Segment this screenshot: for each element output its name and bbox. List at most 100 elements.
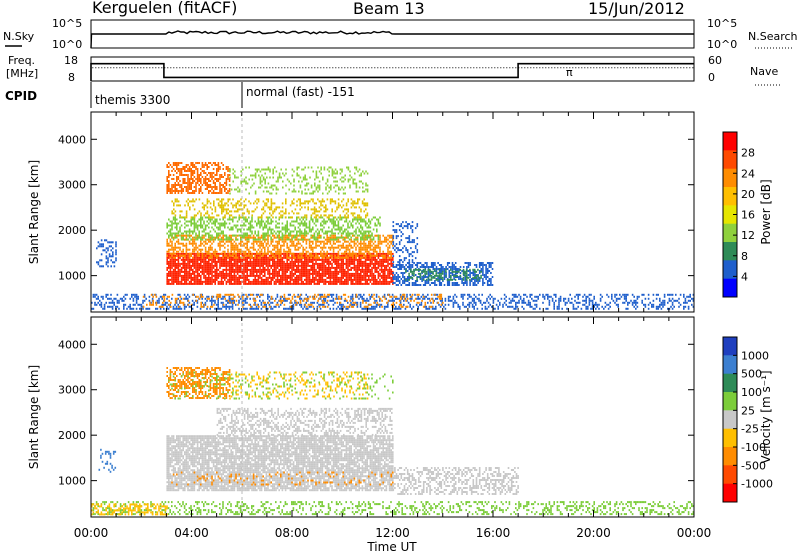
scatter-cell-2 xyxy=(304,232,306,235)
scatter-cell-5 xyxy=(234,188,236,191)
scatter-cell-0 xyxy=(324,282,327,285)
scatter-cell-5 xyxy=(330,186,332,189)
scatter-cell-0 xyxy=(184,278,186,281)
scatter-cell-1 xyxy=(251,256,253,259)
scatter-cell-3 xyxy=(337,204,340,207)
scatter-cell-5 xyxy=(248,166,250,169)
scatter-cell-0 xyxy=(312,268,314,271)
scatter-cell-2 xyxy=(270,230,272,233)
scatter-cell-4 xyxy=(201,170,204,172)
scatter-cell-4 xyxy=(174,188,176,190)
scatter-cell-1 xyxy=(275,252,277,255)
scatter-cell-5 xyxy=(355,186,358,189)
scatter-cell-2 xyxy=(278,222,280,225)
scatter-cell-4 xyxy=(172,190,175,192)
scatter-cell-2 xyxy=(371,238,373,241)
scatter-cell-4 xyxy=(217,164,220,166)
scatter-cell-2 xyxy=(286,220,288,223)
scatter-cell-0 xyxy=(275,262,277,265)
scatter-cell-0 xyxy=(214,270,216,273)
scatter-cell-0 xyxy=(188,276,191,279)
scatter-cell-0 xyxy=(172,280,175,283)
scatter-cell-2 xyxy=(166,222,168,225)
scatter-cell-0 xyxy=(249,274,252,277)
scatter-cell-2 xyxy=(219,218,221,221)
scatter-cell-0 xyxy=(382,264,384,267)
scatter-cell-0 xyxy=(259,276,261,279)
scatter-cell-0 xyxy=(208,258,210,261)
scatter-cell-1 xyxy=(321,240,324,243)
scatter-cell-4 xyxy=(208,166,210,168)
scatter-cell-3 xyxy=(275,206,277,209)
scatter-cell-1 xyxy=(288,248,290,251)
scatter-cell-4 xyxy=(219,176,221,178)
scatter-cell-0 xyxy=(340,274,343,277)
scatter-cell-6 xyxy=(464,276,467,278)
scatter-cell-3 xyxy=(221,212,223,215)
scatter-cell-0 xyxy=(294,280,296,283)
scatter-cell-2 xyxy=(316,238,319,241)
scatter-cell-5 xyxy=(262,168,265,171)
scatter-cell-3 xyxy=(224,208,226,211)
scatter-cell-0 xyxy=(187,276,189,279)
scatter-cell-3 xyxy=(280,216,282,219)
scatter-cell-1 xyxy=(348,248,351,251)
scatter-cell-3 xyxy=(235,210,237,213)
scatter-cell-6 xyxy=(406,276,409,278)
scatter-cell-6 xyxy=(402,280,404,282)
scatter-cell-6 xyxy=(454,276,457,278)
scatter-cell-0 xyxy=(313,264,316,267)
scatter-cell-2 xyxy=(171,236,173,239)
scatter-cell-3 xyxy=(301,202,303,205)
scatter-cell-0 xyxy=(278,260,280,263)
scatter-cell-6 xyxy=(434,282,436,284)
scatter-cell-3 xyxy=(283,212,285,215)
scatter-cell-4 xyxy=(176,166,178,168)
scatter-cell-0 xyxy=(302,280,304,283)
scatter-cell-3 xyxy=(336,206,338,209)
scatter-cell-1 xyxy=(355,256,357,259)
scatter-cell-0 xyxy=(240,262,242,265)
scatter-cell-2 xyxy=(216,236,218,239)
scatter-cell-0 xyxy=(236,266,239,269)
scatter-cell-0 xyxy=(377,256,380,259)
scatter-cell-0 xyxy=(195,260,197,263)
scatter-cell-3 xyxy=(337,206,340,209)
scatter-cell-3 xyxy=(217,214,220,217)
scatter-cell-2 xyxy=(368,232,370,235)
scatter-cell-0 xyxy=(276,262,279,265)
scatter-cell-4 xyxy=(184,180,186,182)
scatter-cell-3 xyxy=(318,216,321,219)
scatter-cell-0 xyxy=(278,274,280,277)
scatter-cell-0 xyxy=(344,280,346,283)
scatter-cell-1 xyxy=(299,246,301,249)
scatter-cell-5 xyxy=(288,188,290,191)
scatter-cell-4 xyxy=(201,184,204,186)
scatter-cell-3 xyxy=(211,208,213,211)
scatter-cell-1 xyxy=(363,240,365,243)
scatter-cell-1 xyxy=(228,252,231,255)
scatter-cell-0 xyxy=(201,282,204,285)
scatter-cell-0 xyxy=(252,266,255,269)
scatter-cell-5 xyxy=(234,176,236,179)
scatter-cell-0 xyxy=(302,260,304,263)
scatter-cell-5 xyxy=(293,184,295,187)
scatter-cell-3 xyxy=(366,202,369,205)
scatter-cell-5 xyxy=(272,168,274,171)
scatter-cell-2 xyxy=(204,224,207,227)
scatter-cell-0 xyxy=(294,272,296,275)
scatter-cell-6 xyxy=(467,270,470,272)
scatter-cell-1 xyxy=(332,248,335,251)
scatter-cell-4 xyxy=(203,178,205,180)
scatter-cell-0 xyxy=(192,260,194,263)
scatter-cell-0 xyxy=(344,268,346,271)
scatter-cell-0 xyxy=(222,282,224,285)
scatter-cell-0 xyxy=(233,270,236,273)
scatter-cell-0 xyxy=(283,264,285,267)
scatter-cell-3 xyxy=(304,214,306,217)
scatter-cell-0 xyxy=(324,274,327,277)
scatter-cell-5 xyxy=(256,168,258,171)
scatter-cell-3 xyxy=(309,200,311,203)
scatter-cell-0 xyxy=(366,258,368,261)
scatter-cell-3 xyxy=(189,208,191,211)
